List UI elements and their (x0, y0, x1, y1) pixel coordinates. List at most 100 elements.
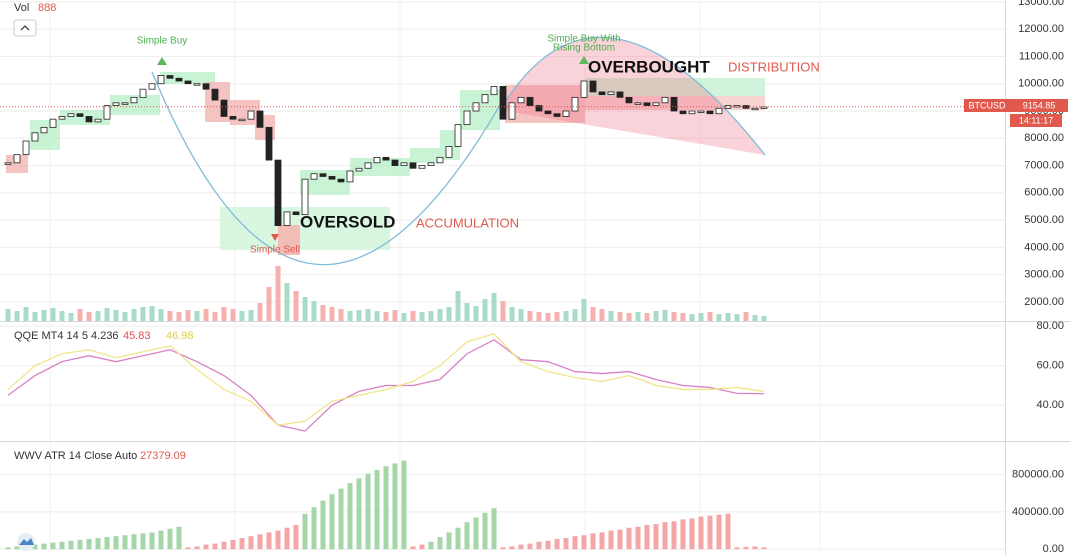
candle (445, 146, 453, 158)
candle (562, 110, 570, 117)
volume-bar (581, 299, 587, 321)
volume-bar (311, 301, 317, 321)
collapse-button[interactable] (13, 19, 37, 37)
candle (418, 165, 426, 169)
atr-bar (536, 541, 542, 550)
volume-bar (689, 314, 695, 321)
cycle-arc (499, 36, 766, 156)
candle (472, 102, 480, 112)
zone (160, 72, 215, 84)
atr-bar (644, 524, 650, 550)
y-tick-label: 10000.00 (1018, 78, 1064, 90)
grid (0, 0, 1005, 552)
volume-bar (635, 312, 641, 321)
atr-bar (635, 526, 641, 550)
atr-bar (95, 538, 101, 550)
candle (742, 105, 750, 109)
atr-bar (518, 544, 524, 550)
annotation: DISTRIBUTION (728, 59, 820, 74)
atr-bar (32, 544, 38, 550)
volume-bar (401, 313, 407, 321)
atr-bar (176, 526, 182, 550)
atr-bar (194, 546, 200, 550)
candle (724, 105, 732, 109)
candle (175, 77, 183, 82)
candle (526, 96, 534, 106)
y-tick-label: 13000.00 (1018, 0, 1064, 8)
atr-bar (41, 543, 47, 550)
candle (697, 110, 705, 113)
atr-bar (338, 488, 344, 550)
candle (337, 178, 345, 183)
volume-bar (77, 309, 83, 321)
y-tick-label: 7000.00 (1024, 159, 1064, 171)
candle (427, 162, 435, 166)
atr-bar (284, 527, 290, 550)
candle (634, 102, 642, 105)
candle (607, 91, 615, 96)
atr-bar (707, 515, 713, 550)
candle (202, 83, 210, 90)
candle (166, 75, 174, 79)
candle (283, 211, 291, 226)
candle (625, 96, 633, 104)
y-tick-label: 12000.00 (1018, 23, 1064, 35)
volume-bar (671, 312, 677, 321)
y-tick-label: 2000.00 (1024, 296, 1064, 308)
volume-bar (131, 309, 137, 321)
candle (571, 96, 579, 112)
annotation: Simple Sell (250, 245, 300, 256)
candle (553, 113, 561, 117)
volume-bar (509, 307, 515, 321)
candle (715, 107, 723, 115)
y-tick-label: 80.00 (1036, 320, 1064, 332)
atr-bar (212, 543, 218, 550)
atr-bar (203, 544, 209, 550)
volume-bar (356, 310, 362, 321)
volume-bar (419, 312, 425, 321)
atr-bar (500, 547, 506, 550)
candle (193, 83, 201, 86)
candle (616, 91, 624, 98)
volume-legend: Vol (14, 2, 29, 14)
annotation: ACCUMULATION (416, 215, 519, 230)
candle (535, 105, 543, 112)
sell-signal (271, 234, 279, 241)
volume-bar (320, 305, 326, 321)
volume-bar (50, 308, 56, 321)
buy-signal (157, 57, 167, 65)
candle (211, 88, 219, 101)
logo-icon (19, 538, 34, 545)
atr-bar (680, 519, 686, 550)
atr-bar (158, 530, 164, 550)
candle (598, 91, 606, 96)
candle (364, 162, 372, 169)
volume-bar (365, 309, 371, 321)
volume-bar (221, 307, 227, 321)
atr-bar (455, 527, 461, 550)
volume-bar (437, 309, 443, 321)
atr-bar (716, 514, 722, 550)
atr-bar (410, 546, 416, 550)
indicator-line (7, 333, 765, 426)
volume-bar (482, 299, 488, 321)
candle (661, 96, 669, 104)
candle (265, 126, 273, 161)
atr-bar (302, 513, 308, 550)
candle (328, 176, 336, 180)
volume-bar (284, 283, 290, 321)
atr-bar (437, 537, 443, 550)
volume-bar (86, 312, 92, 321)
atr-bar (743, 546, 749, 550)
candle (229, 116, 237, 120)
volume-bar (293, 291, 299, 321)
atr-bar (464, 522, 470, 550)
candle (139, 88, 147, 98)
candle (94, 118, 102, 123)
candle (580, 80, 588, 98)
volume-bar (203, 309, 209, 321)
atr-bar (599, 532, 605, 550)
volume-bar (41, 310, 47, 321)
volume-bar (95, 311, 101, 321)
volume-bar (518, 309, 524, 321)
